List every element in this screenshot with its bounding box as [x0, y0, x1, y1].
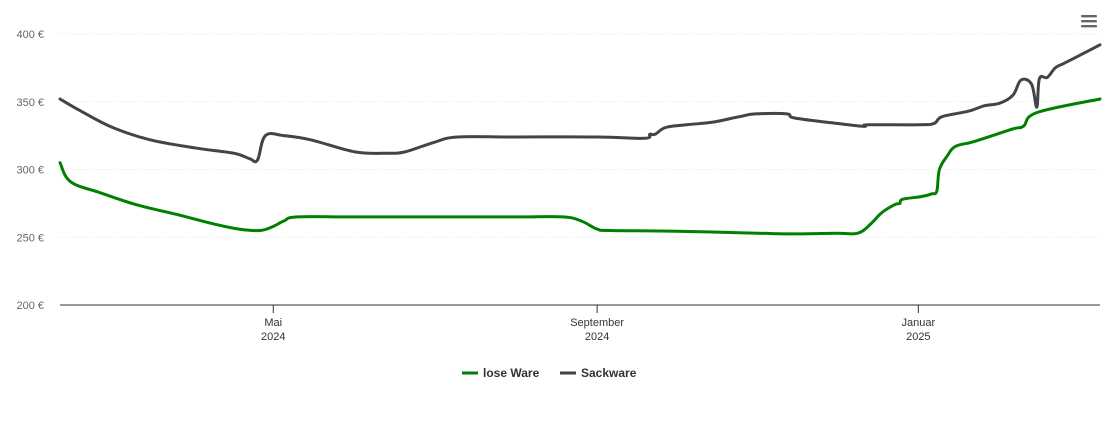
legend: lose Ware Sackware — [462, 366, 637, 380]
series-line-sackware[interactable] — [58, 43, 1102, 164]
legend-item-sackware[interactable]: Sackware — [560, 366, 637, 380]
y-tick-label: 250 € — [16, 232, 44, 244]
x-tick-label-year: 2024 — [261, 331, 285, 343]
y-tick-label: 400 € — [16, 29, 44, 41]
x-tick-label-month: Januar — [902, 317, 936, 329]
series-lines — [58, 43, 1102, 236]
x-tick-label-year: 2024 — [585, 331, 609, 343]
chart-menu-button[interactable] — [1076, 12, 1102, 34]
x-tick-label-month: Mai — [264, 317, 282, 329]
legend-label: lose Ware — [483, 366, 540, 380]
gridlines — [60, 33, 1100, 238]
x-tick-label-month: September — [570, 317, 624, 329]
y-tick-label: 200 € — [16, 300, 44, 312]
y-axis: 200 € 250 € 300 € 350 € 400 € — [16, 29, 44, 312]
x-axis: Mai 2024 September 2024 Januar 2025 — [60, 304, 1100, 343]
x-tick-label-year: 2025 — [906, 331, 930, 343]
y-tick-label: 350 € — [16, 97, 44, 109]
y-tick-label: 300 € — [16, 165, 44, 177]
legend-item-lose-ware[interactable]: lose Ware — [462, 366, 540, 380]
hamburger-menu-icon — [1081, 15, 1097, 28]
legend-label: Sackware — [581, 366, 637, 380]
series-line-lose-ware[interactable] — [58, 97, 1102, 236]
